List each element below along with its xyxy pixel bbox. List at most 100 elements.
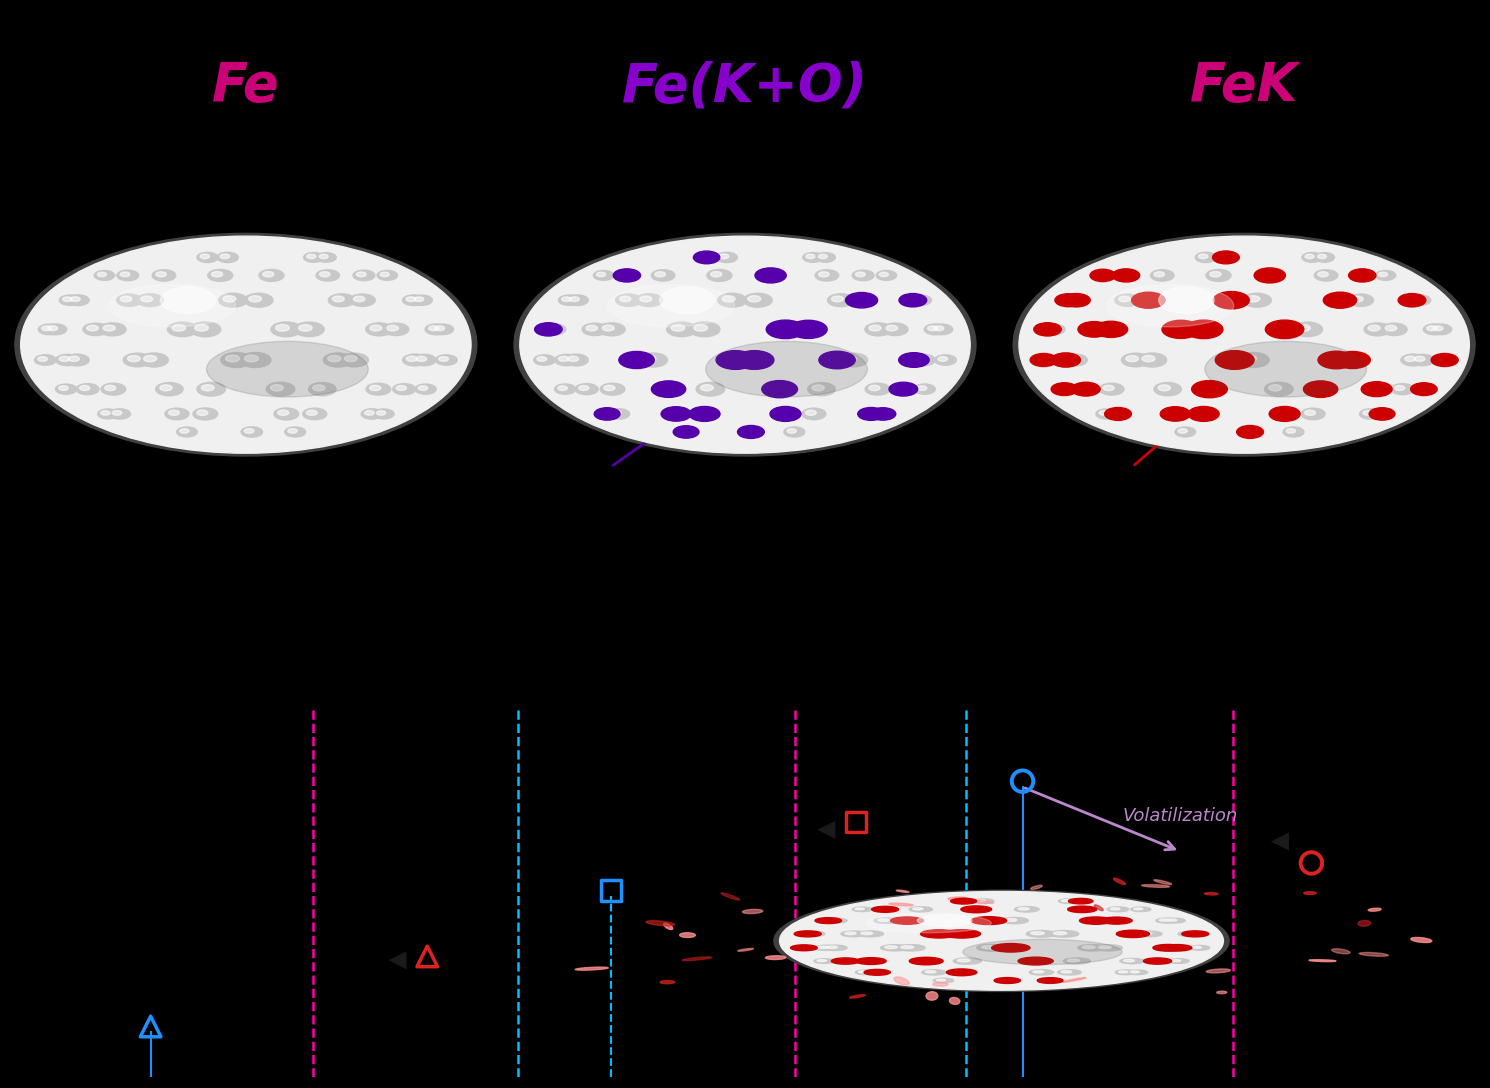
Circle shape bbox=[1030, 354, 1058, 367]
Circle shape bbox=[1213, 292, 1249, 309]
Circle shape bbox=[1317, 255, 1326, 259]
Circle shape bbox=[1378, 272, 1387, 276]
Circle shape bbox=[1368, 325, 1380, 331]
Circle shape bbox=[1168, 959, 1189, 963]
Ellipse shape bbox=[1308, 960, 1337, 962]
Circle shape bbox=[365, 323, 393, 336]
Circle shape bbox=[143, 356, 156, 361]
Circle shape bbox=[918, 386, 927, 391]
Circle shape bbox=[976, 900, 985, 902]
Circle shape bbox=[520, 236, 970, 454]
Circle shape bbox=[600, 383, 624, 395]
Circle shape bbox=[218, 252, 238, 262]
Circle shape bbox=[1413, 297, 1421, 301]
Circle shape bbox=[673, 425, 699, 438]
Circle shape bbox=[1301, 408, 1325, 420]
Circle shape bbox=[855, 970, 876, 975]
Circle shape bbox=[70, 297, 80, 301]
Circle shape bbox=[1159, 919, 1170, 922]
Circle shape bbox=[1155, 272, 1165, 276]
Circle shape bbox=[328, 294, 355, 307]
Circle shape bbox=[651, 381, 685, 397]
Circle shape bbox=[402, 354, 428, 366]
Circle shape bbox=[64, 354, 89, 366]
Circle shape bbox=[285, 426, 305, 437]
Circle shape bbox=[435, 355, 457, 366]
Circle shape bbox=[690, 322, 720, 337]
Ellipse shape bbox=[679, 932, 696, 938]
Circle shape bbox=[1192, 381, 1228, 398]
Circle shape bbox=[723, 296, 735, 302]
Circle shape bbox=[1286, 429, 1296, 433]
Ellipse shape bbox=[109, 285, 235, 326]
Circle shape bbox=[922, 969, 946, 975]
Circle shape bbox=[55, 384, 76, 394]
Circle shape bbox=[921, 930, 958, 938]
Circle shape bbox=[1247, 296, 1261, 302]
Circle shape bbox=[83, 323, 109, 335]
Ellipse shape bbox=[663, 924, 673, 929]
Circle shape bbox=[1018, 957, 1053, 965]
Ellipse shape bbox=[721, 893, 739, 900]
Circle shape bbox=[866, 383, 890, 395]
Circle shape bbox=[1237, 425, 1264, 438]
Circle shape bbox=[1265, 382, 1293, 396]
Circle shape bbox=[872, 906, 898, 913]
Circle shape bbox=[116, 270, 139, 281]
Circle shape bbox=[1098, 945, 1112, 949]
Circle shape bbox=[1161, 407, 1191, 421]
Circle shape bbox=[1348, 294, 1374, 307]
Ellipse shape bbox=[1141, 885, 1170, 888]
Circle shape bbox=[1067, 960, 1080, 962]
Circle shape bbox=[1176, 426, 1195, 437]
Circle shape bbox=[34, 355, 57, 366]
Circle shape bbox=[638, 353, 668, 367]
Circle shape bbox=[864, 969, 891, 975]
Circle shape bbox=[1143, 957, 1171, 964]
Circle shape bbox=[207, 270, 232, 282]
Ellipse shape bbox=[890, 903, 913, 906]
Circle shape bbox=[954, 957, 982, 964]
Point bbox=[599, 881, 623, 899]
Circle shape bbox=[1363, 410, 1372, 416]
Circle shape bbox=[350, 294, 375, 307]
Circle shape bbox=[1062, 354, 1088, 366]
Ellipse shape bbox=[575, 967, 608, 970]
Circle shape bbox=[1430, 324, 1451, 335]
Circle shape bbox=[1050, 383, 1077, 396]
Circle shape bbox=[195, 324, 209, 331]
Ellipse shape bbox=[1204, 892, 1217, 895]
Circle shape bbox=[794, 931, 821, 937]
Circle shape bbox=[1411, 355, 1435, 366]
Circle shape bbox=[319, 255, 328, 259]
Circle shape bbox=[820, 351, 855, 369]
Circle shape bbox=[1064, 959, 1091, 964]
Circle shape bbox=[840, 931, 866, 937]
Circle shape bbox=[909, 906, 933, 912]
Circle shape bbox=[1018, 907, 1030, 910]
Circle shape bbox=[563, 354, 589, 366]
Circle shape bbox=[791, 944, 817, 951]
Circle shape bbox=[416, 356, 426, 361]
Circle shape bbox=[1185, 320, 1223, 338]
Circle shape bbox=[693, 251, 720, 263]
Circle shape bbox=[168, 410, 179, 416]
Ellipse shape bbox=[1094, 905, 1103, 911]
Circle shape bbox=[1238, 353, 1269, 368]
Point bbox=[1268, 832, 1292, 850]
Circle shape bbox=[973, 899, 994, 903]
Circle shape bbox=[104, 385, 116, 391]
Circle shape bbox=[818, 947, 828, 949]
Circle shape bbox=[344, 356, 358, 361]
Circle shape bbox=[855, 272, 866, 276]
Circle shape bbox=[913, 907, 924, 910]
Circle shape bbox=[1158, 385, 1171, 391]
Circle shape bbox=[1188, 407, 1219, 421]
Circle shape bbox=[171, 324, 186, 331]
Circle shape bbox=[55, 355, 79, 366]
Circle shape bbox=[1317, 272, 1329, 276]
Circle shape bbox=[738, 425, 764, 438]
Ellipse shape bbox=[1217, 991, 1226, 993]
Ellipse shape bbox=[1031, 886, 1042, 889]
Circle shape bbox=[1423, 324, 1445, 335]
